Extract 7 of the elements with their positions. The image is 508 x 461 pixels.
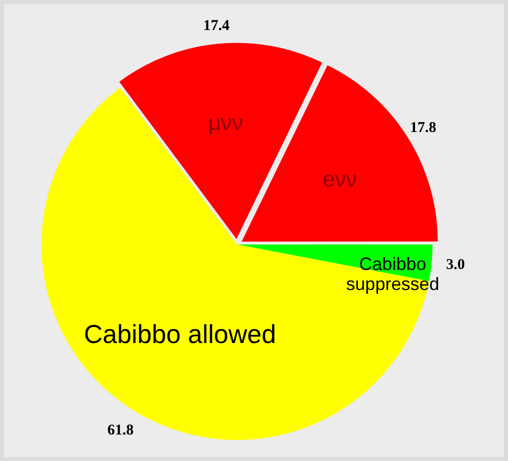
data-label: 17.8 [410,120,436,136]
data-label: 17.4 [203,18,230,34]
slice-label: Cabibbo allowed [84,318,276,349]
data-label: 3.0 [446,257,465,274]
data-label: 61.8 [107,422,134,438]
slice-label: eνν [322,166,357,192]
slice-label: μνν [208,110,243,135]
